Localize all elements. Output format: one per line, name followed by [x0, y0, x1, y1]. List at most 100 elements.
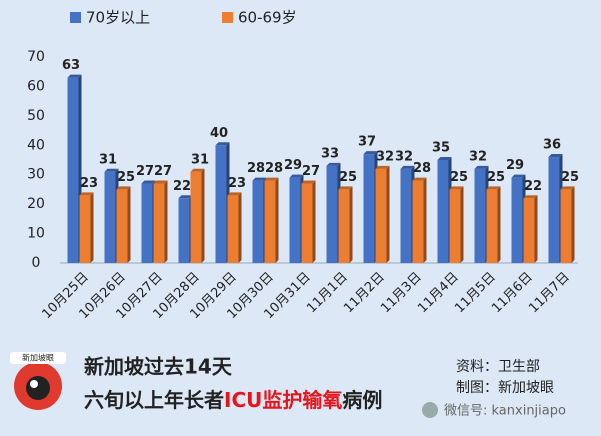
bar — [412, 180, 424, 263]
y-tick-label: 60 — [27, 78, 45, 94]
bar-top — [548, 154, 563, 158]
bar — [190, 171, 202, 263]
bar-top — [326, 162, 341, 166]
value-label: 23 — [228, 176, 246, 191]
bar-side — [386, 165, 390, 263]
value-label: 32 — [395, 149, 413, 164]
value-label: 23 — [80, 176, 98, 191]
bar — [153, 183, 165, 263]
y-tick-label: 40 — [27, 137, 45, 153]
bar-top — [400, 165, 415, 169]
bar — [449, 189, 461, 263]
logo-eye — [26, 376, 50, 400]
title-line1: 新加坡过去14天 — [84, 355, 233, 379]
value-label: 25 — [561, 170, 579, 185]
bar-side — [238, 192, 242, 263]
value-label: 27 — [302, 164, 320, 179]
value-label: 27 — [136, 164, 154, 179]
y-tick-label: 30 — [27, 167, 45, 183]
value-label: 25 — [487, 170, 505, 185]
bar — [363, 154, 375, 263]
y-tick-label: 10 — [27, 226, 45, 242]
bar — [338, 189, 350, 263]
bar-side — [312, 180, 316, 263]
bar — [400, 168, 412, 263]
bar-side — [349, 186, 353, 263]
value-label: 63 — [62, 58, 80, 73]
bar-top — [215, 142, 230, 146]
bar-side — [460, 186, 464, 263]
y-tick-label: 50 — [27, 108, 45, 124]
y-tick-label: 70 — [27, 49, 45, 65]
bar — [548, 157, 560, 263]
bar — [486, 189, 498, 263]
source: 资料：卫生部 — [456, 359, 540, 375]
value-label: 22 — [173, 179, 191, 194]
bar — [79, 195, 91, 263]
bar-top — [178, 195, 193, 199]
value-label: 32 — [469, 149, 487, 164]
legend-label: 60-69岁 — [238, 9, 297, 27]
value-label: 25 — [117, 170, 135, 185]
bar-side — [164, 180, 168, 263]
value-label: 37 — [358, 135, 376, 150]
bar — [289, 177, 301, 263]
bar-top — [301, 180, 316, 184]
bar — [104, 171, 116, 263]
value-label: 28 — [247, 161, 265, 176]
bar-top — [486, 186, 501, 190]
bar-side — [534, 195, 538, 263]
bar-top — [437, 157, 452, 160]
bar-side — [423, 177, 427, 263]
value-label: 22 — [524, 179, 542, 194]
y-tick-label: 20 — [27, 196, 45, 212]
value-label: 29 — [506, 158, 524, 173]
title-part: 病例 — [342, 388, 382, 412]
logo-glint — [30, 380, 38, 388]
bar-top — [227, 192, 242, 196]
bar-top — [264, 177, 279, 181]
bar-top — [449, 186, 464, 190]
logo-tag — [10, 352, 66, 364]
title-highlight: ICU监护输氧 — [224, 388, 342, 412]
value-label: 40 — [210, 126, 228, 141]
bar-top — [363, 151, 378, 155]
value-label: 36 — [543, 138, 561, 153]
bar-top — [190, 168, 205, 172]
bar — [178, 198, 190, 263]
bar — [301, 183, 313, 263]
bar — [560, 189, 572, 263]
value-label: 32 — [376, 149, 394, 164]
bar — [67, 77, 79, 263]
bar — [141, 183, 153, 263]
bar-top — [511, 174, 526, 178]
value-label: 25 — [450, 170, 468, 185]
bar-side — [127, 186, 131, 263]
bar-top — [560, 186, 575, 190]
bar-side — [201, 168, 205, 263]
bar — [264, 180, 276, 263]
bar-top — [104, 168, 119, 172]
bar-top — [116, 186, 131, 190]
bar-top — [338, 186, 353, 190]
credit: 制图：新加坡眼 — [456, 380, 554, 396]
value-label: 28 — [413, 161, 431, 176]
value-label: 33 — [321, 146, 339, 161]
wechat-icon — [422, 402, 438, 418]
bar-top — [153, 180, 168, 184]
title-part: 六旬以上年长者 — [84, 388, 224, 412]
bar — [523, 198, 535, 263]
legend-swatch — [70, 12, 81, 23]
logo-text: 新加坡眼 — [22, 353, 54, 363]
bar-top — [289, 174, 304, 178]
bar — [375, 168, 387, 263]
bar-top — [474, 165, 489, 169]
bar — [474, 168, 486, 263]
bar-top — [412, 177, 427, 181]
bar-side — [571, 186, 575, 263]
bar-side — [90, 192, 94, 263]
bar-side — [497, 186, 501, 263]
value-label: 31 — [191, 152, 209, 167]
bar — [437, 160, 449, 263]
